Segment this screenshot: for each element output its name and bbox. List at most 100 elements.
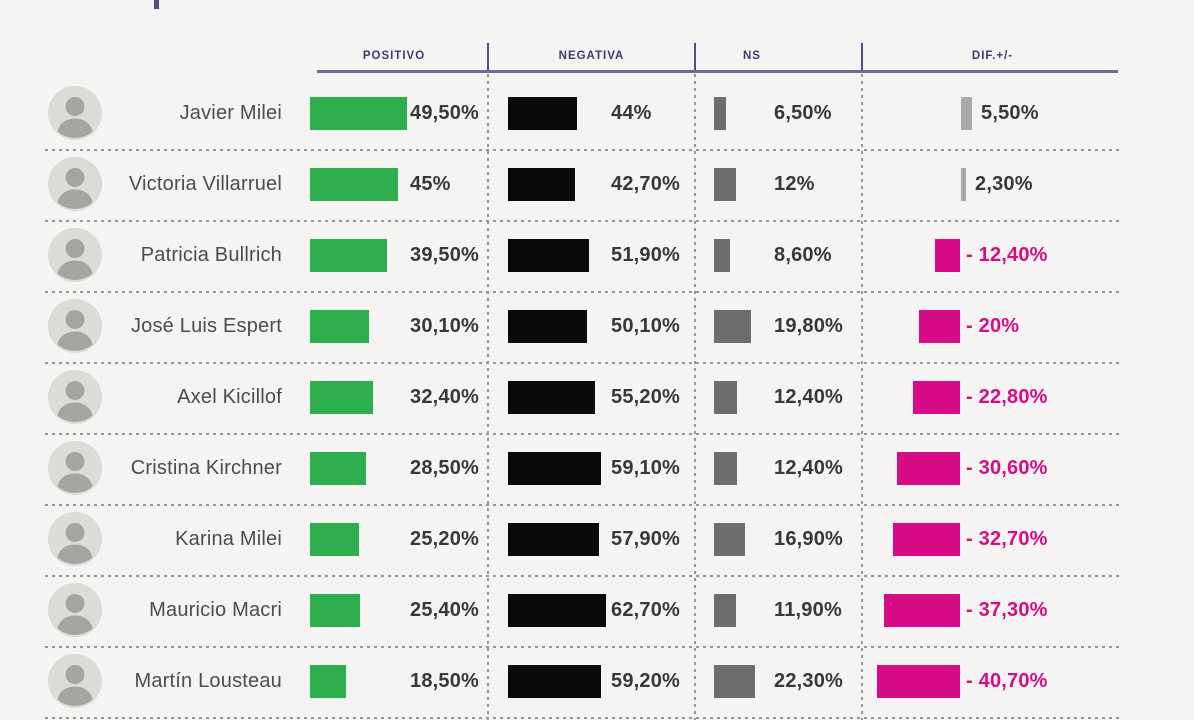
header-divider xyxy=(487,43,489,71)
negativa-value: 57,90% xyxy=(611,528,681,550)
dif-value: - 22,80% xyxy=(966,386,1048,408)
row-separator xyxy=(45,149,1123,151)
column-separator xyxy=(487,74,489,720)
positivo-bar xyxy=(310,239,387,272)
dif-bar xyxy=(913,381,960,414)
negativa-value: 44% xyxy=(611,102,652,124)
column-header-ns: NS xyxy=(743,50,761,62)
person-photo-placeholder xyxy=(48,654,102,708)
negativa-bar xyxy=(508,97,577,130)
negativa-value: 50,10% xyxy=(611,315,681,337)
person-photo-placeholder xyxy=(48,512,102,566)
person-name: Patricia Bullrich xyxy=(140,244,282,266)
avatar xyxy=(48,583,102,637)
positivo-value: 45% xyxy=(410,173,451,195)
row-separator xyxy=(45,717,1123,719)
positivo-bar xyxy=(310,97,407,130)
column-separator xyxy=(861,74,863,720)
ns-bar xyxy=(714,381,737,414)
dif-bar xyxy=(877,665,960,698)
ns-value: 6,50% xyxy=(774,102,832,124)
dif-value: - 20% xyxy=(966,315,1020,337)
ns-value: 12,40% xyxy=(774,457,844,479)
person-photo-placeholder xyxy=(48,441,102,495)
positivo-bar xyxy=(310,523,359,556)
negativa-bar xyxy=(508,168,575,201)
dif-value: - 12,40% xyxy=(966,244,1048,266)
ns-value: 12,40% xyxy=(774,386,844,408)
ns-bar xyxy=(714,168,736,201)
row-separator xyxy=(45,433,1123,435)
person-photo-placeholder xyxy=(48,228,102,282)
dif-bar xyxy=(919,310,960,343)
positivo-bar xyxy=(310,381,373,414)
dif-bar xyxy=(897,452,960,485)
positivo-value: 28,50% xyxy=(410,457,480,479)
column-header-negativa: NEGATIVA xyxy=(558,50,625,62)
ns-value: 11,90% xyxy=(774,599,842,621)
row-separator xyxy=(45,646,1123,648)
ns-bar xyxy=(714,239,730,272)
negativa-bar xyxy=(508,665,601,698)
negativa-bar xyxy=(508,594,606,627)
cropped-title-fragment xyxy=(154,0,159,9)
positivo-bar xyxy=(310,452,366,485)
positivo-value: 25,20% xyxy=(410,528,480,550)
person-photo-placeholder xyxy=(48,370,102,424)
column-separator xyxy=(694,74,696,720)
avatar xyxy=(48,441,102,495)
table-row: Karina Milei 25,20% 57,90% 16,90% - 32,70% xyxy=(0,504,1194,575)
ns-bar xyxy=(714,310,751,343)
dif-bar xyxy=(935,239,960,272)
avatar xyxy=(48,228,102,282)
person-photo-placeholder xyxy=(48,157,102,211)
ns-bar xyxy=(714,594,736,627)
negativa-value: 59,10% xyxy=(611,457,681,479)
negativa-value: 59,20% xyxy=(611,670,681,692)
row-separator xyxy=(45,291,1123,293)
header-underline xyxy=(317,70,1118,73)
table-row: Axel Kicillof 32,40% 55,20% 12,40% - 22,80% xyxy=(0,362,1194,433)
table-row: Cristina Kirchner 28,50% 59,10% 12,40% - 30,… xyxy=(0,433,1194,504)
avatar xyxy=(48,370,102,424)
ns-bar xyxy=(714,452,737,485)
person-name: Mauricio Macri xyxy=(149,599,282,621)
person-name: Karina Milei xyxy=(175,528,282,550)
positivo-value: 30,10% xyxy=(410,315,480,337)
negativa-bar xyxy=(508,381,595,414)
positivo-bar xyxy=(310,168,398,201)
positivo-value: 32,40% xyxy=(410,386,480,408)
row-separator xyxy=(45,220,1123,222)
row-separator xyxy=(45,504,1123,506)
ns-value: 12% xyxy=(774,173,815,195)
table-row: Mauricio Macri 25,40% 62,70% 11,90% - 37,30% xyxy=(0,575,1194,646)
negativa-value: 42,70% xyxy=(611,173,681,195)
positivo-value: 25,40% xyxy=(410,599,480,621)
positivo-bar xyxy=(310,310,369,343)
ns-bar xyxy=(714,523,745,556)
table-row: Martín Lousteau 18,50% 59,20% 22,30% - 40,70… xyxy=(0,646,1194,717)
positivo-bar xyxy=(310,665,346,698)
dif-value: - 32,70% xyxy=(966,528,1048,550)
negativa-value: 51,90% xyxy=(611,244,681,266)
dif-value: - 30,60% xyxy=(966,457,1048,479)
header-divider xyxy=(861,43,863,71)
negativa-bar xyxy=(508,523,599,556)
negativa-value: 55,20% xyxy=(611,386,681,408)
dif-value: 5,50% xyxy=(981,102,1039,124)
ns-value: 16,90% xyxy=(774,528,844,550)
avatar xyxy=(48,157,102,211)
header-divider xyxy=(694,43,696,71)
ns-value: 8,60% xyxy=(774,244,832,266)
dif-bar xyxy=(961,97,972,130)
person-name: Victoria Villarruel xyxy=(128,173,282,195)
negativa-bar xyxy=(508,452,601,485)
dif-value: - 40,70% xyxy=(966,670,1048,692)
table-row: Javier Milei 49,50% 44% 6,50% 5,50% xyxy=(0,78,1194,149)
row-separator xyxy=(45,575,1123,577)
positivo-value: 49,50% xyxy=(410,102,480,124)
person-name: Javier Milei xyxy=(179,102,282,124)
column-header-dif: DIF.+/- xyxy=(971,50,1014,62)
person-name: Martín Lousteau xyxy=(134,670,282,692)
